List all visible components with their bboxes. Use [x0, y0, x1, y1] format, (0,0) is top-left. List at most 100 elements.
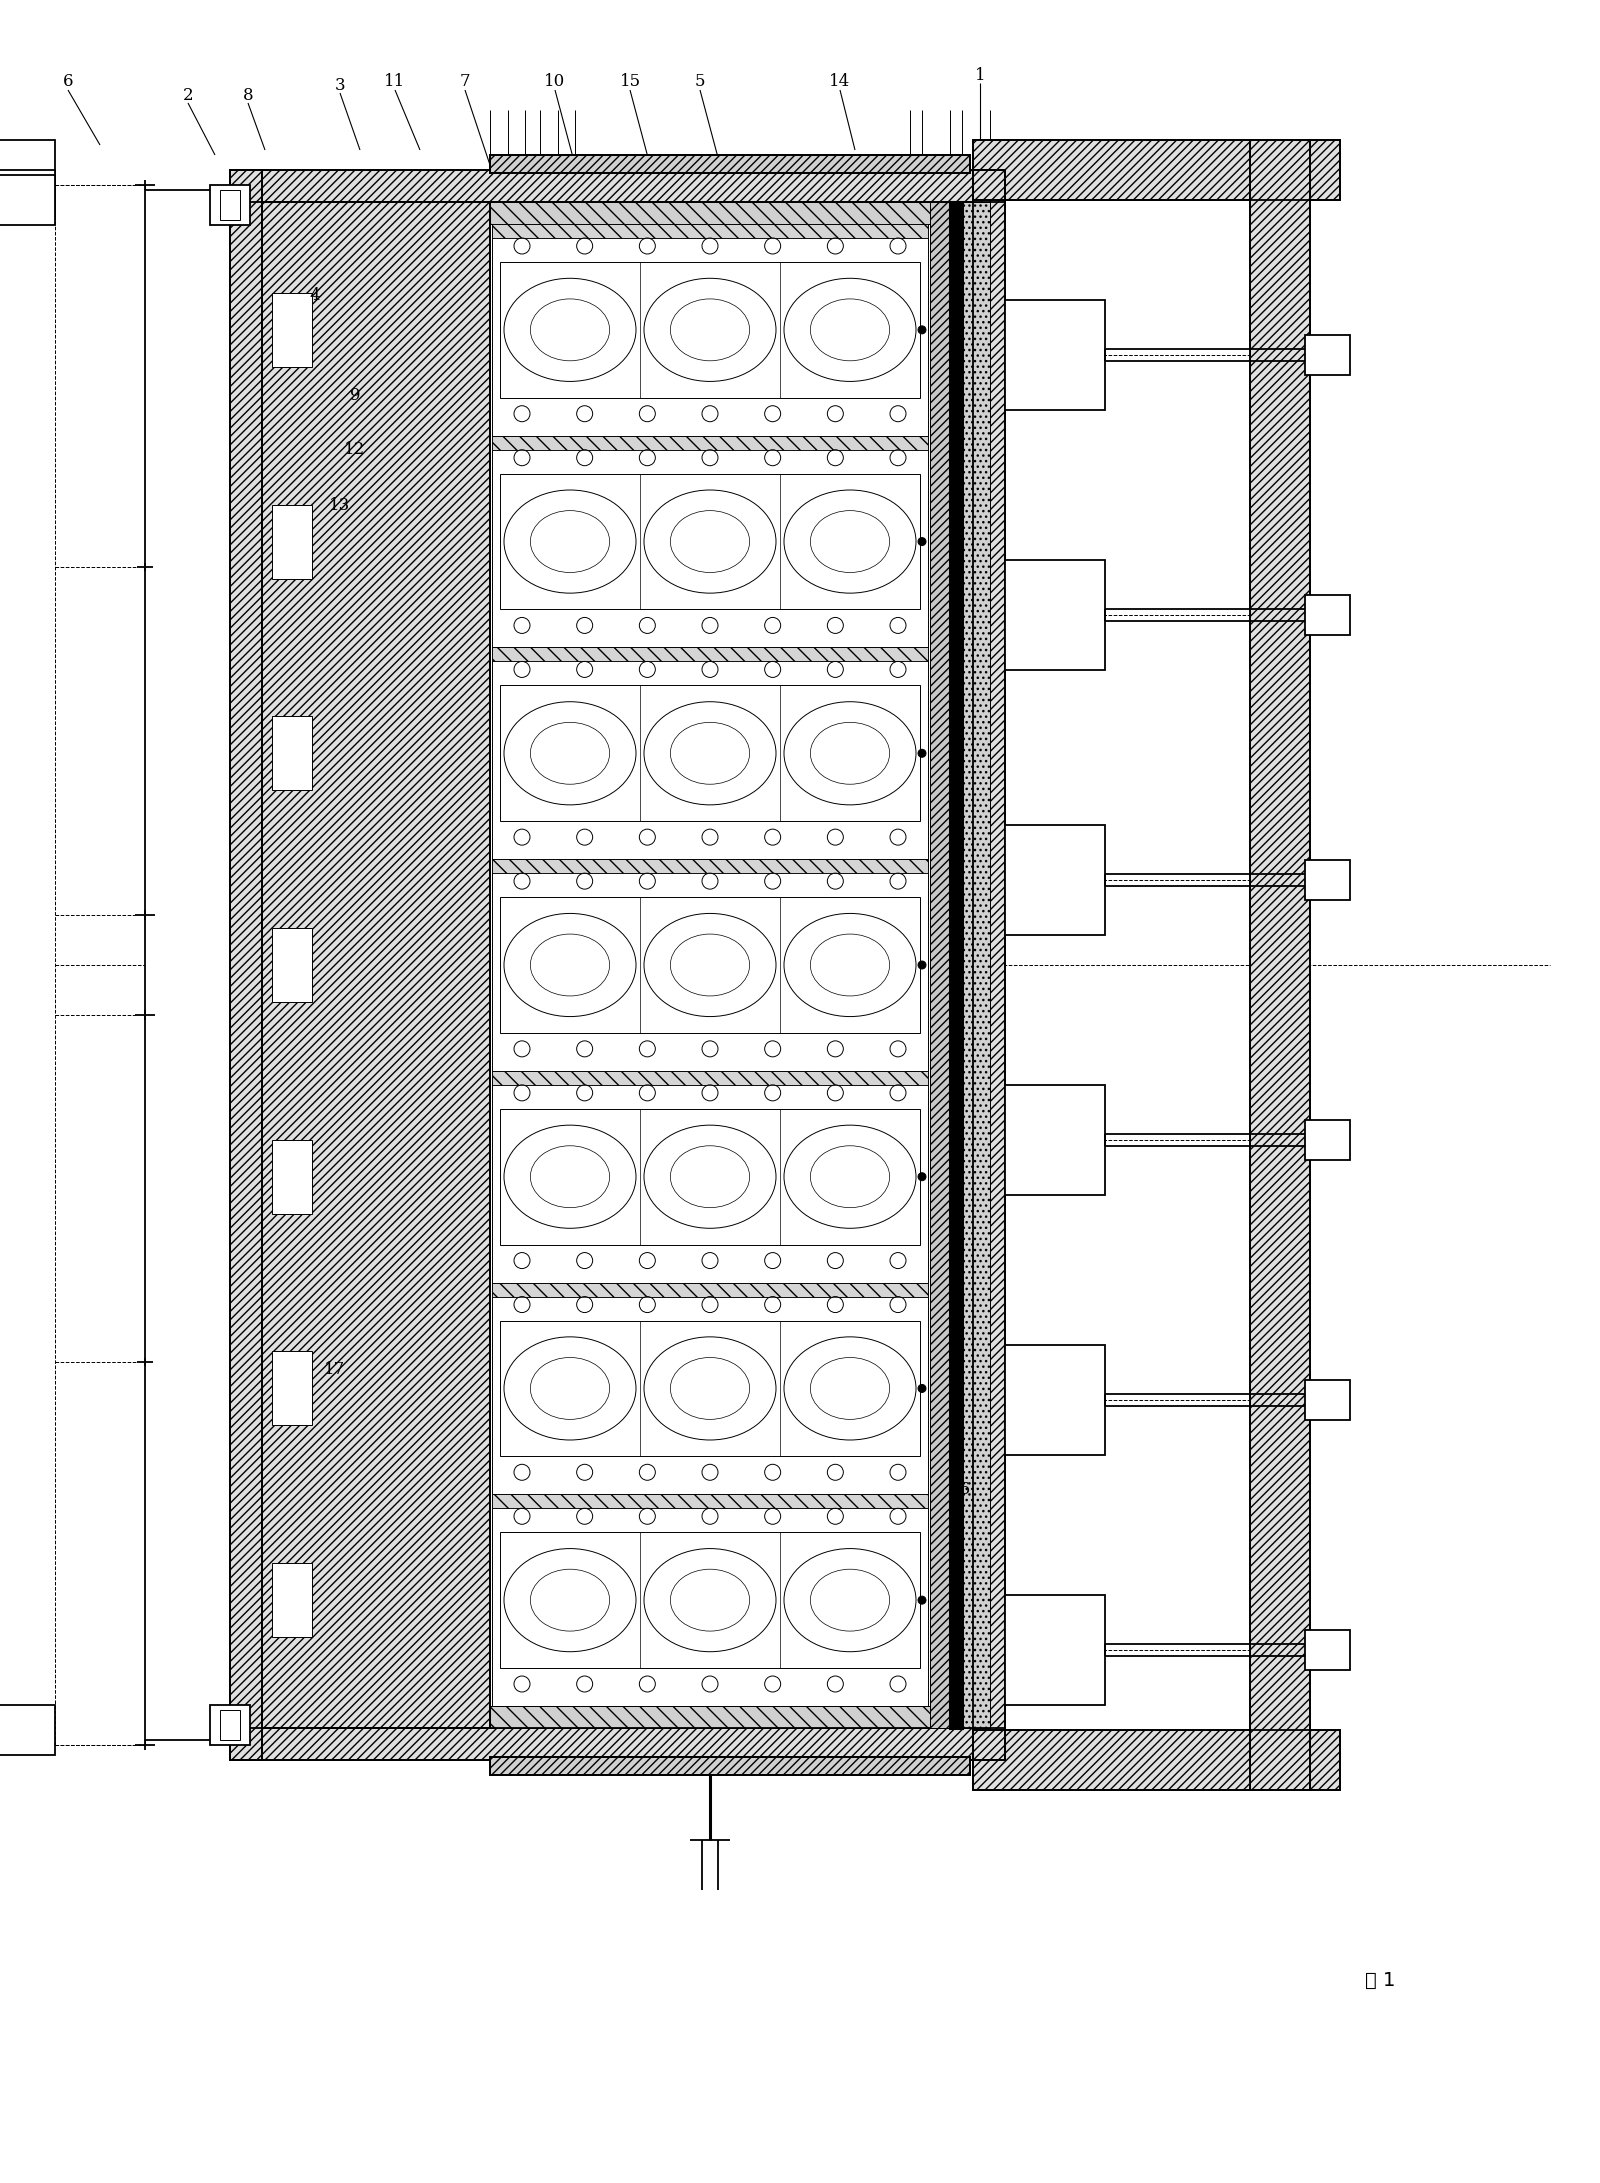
Bar [493, 860, 928, 873]
Ellipse shape [531, 1570, 610, 1631]
Circle shape [765, 873, 781, 888]
Circle shape [765, 618, 781, 633]
Text: 7: 7 [459, 74, 470, 90]
Circle shape [640, 1297, 656, 1312]
Circle shape [640, 1253, 656, 1268]
Ellipse shape [670, 1358, 749, 1419]
Circle shape [765, 1677, 781, 1692]
Bar [1306, 334, 1350, 375]
Text: 17: 17 [325, 1362, 346, 1377]
Circle shape [765, 1508, 781, 1524]
Bar [1306, 596, 1350, 635]
Circle shape [640, 1085, 656, 1100]
Bar [230, 170, 262, 1759]
Circle shape [765, 1085, 781, 1100]
Circle shape [827, 1297, 843, 1312]
Circle shape [890, 1297, 906, 1312]
Ellipse shape [670, 511, 749, 572]
Text: 10: 10 [544, 74, 566, 90]
Circle shape [576, 618, 592, 633]
Bar [0, 170, 54, 218]
Text: 12: 12 [344, 441, 366, 458]
Bar [1005, 1345, 1106, 1456]
Circle shape [827, 406, 843, 421]
Circle shape [640, 661, 656, 677]
Circle shape [514, 661, 530, 677]
Ellipse shape [531, 934, 610, 995]
Circle shape [918, 325, 926, 334]
Ellipse shape [643, 489, 776, 594]
Text: 5: 5 [694, 74, 706, 90]
Bar [499, 1532, 920, 1668]
Circle shape [640, 618, 656, 633]
Circle shape [576, 1085, 592, 1100]
Circle shape [918, 537, 926, 546]
Ellipse shape [531, 1358, 610, 1419]
Text: 14: 14 [829, 74, 851, 90]
Bar [499, 1109, 920, 1244]
Bar [0, 140, 54, 201]
Circle shape [640, 450, 656, 465]
Circle shape [576, 830, 592, 845]
Circle shape [765, 450, 781, 465]
Circle shape [890, 1508, 906, 1524]
Bar [490, 155, 970, 172]
Bar [0, 175, 54, 225]
Bar [499, 1321, 920, 1456]
Ellipse shape [670, 723, 749, 784]
Text: 8: 8 [243, 87, 253, 103]
Bar [1005, 561, 1106, 670]
Circle shape [702, 450, 718, 465]
Bar [221, 190, 240, 220]
Circle shape [827, 1041, 843, 1057]
Bar [490, 1705, 950, 1729]
Circle shape [827, 830, 843, 845]
Circle shape [576, 1508, 592, 1524]
Ellipse shape [504, 1548, 637, 1653]
Bar [1306, 860, 1350, 899]
Bar [493, 225, 928, 238]
Bar [493, 860, 928, 1072]
Circle shape [827, 238, 843, 253]
Circle shape [514, 618, 530, 633]
Text: 9: 9 [350, 386, 360, 404]
Ellipse shape [643, 1548, 776, 1653]
Circle shape [514, 1508, 530, 1524]
Bar [1306, 1631, 1350, 1670]
Circle shape [702, 830, 718, 845]
Text: 6: 6 [62, 74, 74, 90]
Circle shape [918, 1172, 926, 1181]
Circle shape [890, 1465, 906, 1480]
Bar [1005, 1085, 1106, 1194]
Circle shape [702, 1677, 718, 1692]
Ellipse shape [670, 934, 749, 995]
Circle shape [576, 238, 592, 253]
Circle shape [890, 661, 906, 677]
Circle shape [576, 661, 592, 677]
Ellipse shape [810, 1358, 890, 1419]
Circle shape [890, 873, 906, 888]
Ellipse shape [784, 1336, 915, 1441]
Bar [973, 140, 1341, 201]
Bar [499, 685, 920, 821]
Text: 16: 16 [949, 1482, 971, 1498]
Circle shape [765, 1253, 781, 1268]
Ellipse shape [504, 1124, 637, 1229]
Text: 2: 2 [182, 87, 194, 103]
Circle shape [765, 1297, 781, 1312]
Circle shape [576, 450, 592, 465]
Bar [272, 1563, 312, 1637]
Text: 3: 3 [334, 76, 346, 94]
Bar [146, 190, 230, 1740]
Bar [272, 716, 312, 790]
Circle shape [514, 1253, 530, 1268]
Circle shape [827, 661, 843, 677]
Bar [499, 897, 920, 1033]
Bar [493, 437, 928, 450]
Bar [973, 140, 1341, 201]
Ellipse shape [784, 701, 915, 806]
Bar [973, 1729, 1341, 1790]
Circle shape [576, 1677, 592, 1692]
Bar [493, 437, 928, 450]
Circle shape [765, 1465, 781, 1480]
